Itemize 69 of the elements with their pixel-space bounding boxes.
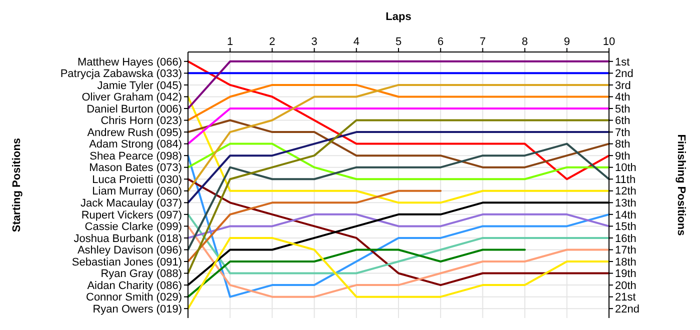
x-axis-title: Laps xyxy=(386,11,412,23)
text: Daniel Burton (006) xyxy=(86,103,182,116)
y-tick-label: 9th xyxy=(615,150,630,162)
y-tick-label: 14th xyxy=(615,209,636,222)
y-tick-label: 3rd xyxy=(615,80,631,92)
y-tick-label: 11th xyxy=(615,174,636,186)
y-tick-label: 18th xyxy=(615,256,636,268)
y-tick-label: 6th xyxy=(615,115,630,128)
text: Matthew Hayes (066) xyxy=(77,56,182,68)
x-tick-label: 10 xyxy=(602,36,616,48)
text: Jack Macaulay (037) xyxy=(80,198,182,210)
y-tick-label: 4th xyxy=(615,92,630,104)
x-tick-label: 2 xyxy=(269,36,276,48)
line-series xyxy=(187,154,610,298)
text: Ryan Gray (088) xyxy=(100,268,182,280)
y-tick-label: 7th xyxy=(615,126,630,139)
x-tick-label: 1 xyxy=(227,36,234,48)
y-tick-label: 17th xyxy=(615,244,636,257)
y-tick-label: 21st xyxy=(615,292,636,304)
y-tick-label: 10th xyxy=(615,162,636,174)
line-series xyxy=(187,190,442,263)
text: Adam Strong (084) xyxy=(89,138,182,151)
x-tick-label: 4 xyxy=(353,36,360,48)
line-series xyxy=(187,60,610,180)
x-tick-label: 7 xyxy=(480,36,486,48)
line-series xyxy=(187,213,610,274)
y-tick-label: 20th xyxy=(615,280,636,292)
text: Mason Bates (073) xyxy=(89,162,182,174)
y-tick-label: 5th xyxy=(615,103,630,116)
text: Liam Murray (060) xyxy=(92,186,182,198)
y-tick-label: 12th xyxy=(615,186,636,198)
y-tick-label: 8th xyxy=(615,138,630,151)
x-tick-label: 3 xyxy=(311,36,318,48)
line-series xyxy=(187,142,610,251)
text: Chris Horn (023) xyxy=(100,115,182,128)
y-tick-label: 13th xyxy=(615,198,636,210)
text: Patrycja Zabawska (033) xyxy=(60,68,182,80)
text: Joshua Burbank (018) xyxy=(74,232,182,245)
text: Rupert Vickers (097) xyxy=(81,209,182,222)
y-tick-label: 16th xyxy=(615,232,636,245)
y-tick-label: 2nd xyxy=(615,68,634,80)
text: Oliver Graham (042) xyxy=(82,92,182,104)
x-tick-label: 8 xyxy=(522,36,528,48)
text: Shea Pearce (098) xyxy=(90,150,182,162)
text: Aidan Charity (086) xyxy=(87,280,182,292)
text: Sebastian Jones (091) xyxy=(72,256,182,268)
x-tick-label: 6 xyxy=(438,36,444,48)
line-series xyxy=(187,236,610,310)
line-series xyxy=(187,119,610,168)
text: Ryan Owers (019) xyxy=(92,303,182,316)
line-series xyxy=(187,178,610,286)
text: Starting Positions xyxy=(11,138,23,232)
line-series xyxy=(187,119,610,274)
y-axis-title: Finishing Positions xyxy=(675,134,687,236)
line-series xyxy=(187,84,610,192)
text: Ashley Davison (096) xyxy=(77,244,182,257)
text: Cassie Clarke (099) xyxy=(84,221,182,234)
text: Jamie Tyler (045) xyxy=(97,80,182,92)
line-series xyxy=(187,225,610,298)
y-tick-label: 1st xyxy=(615,56,630,68)
text: Luca Proietti (030) xyxy=(92,174,182,186)
text: Connor Smith (029) xyxy=(86,292,182,304)
text: Andrew Rush (095) xyxy=(87,126,182,139)
line-series xyxy=(187,131,610,204)
y-tick-label: 15th xyxy=(615,221,636,234)
x-tick-label: 9 xyxy=(564,36,570,48)
x-tick-label: 5 xyxy=(395,36,402,48)
y-tick-label: 19th xyxy=(615,268,636,280)
y-tick-label: 22nd xyxy=(615,303,640,316)
